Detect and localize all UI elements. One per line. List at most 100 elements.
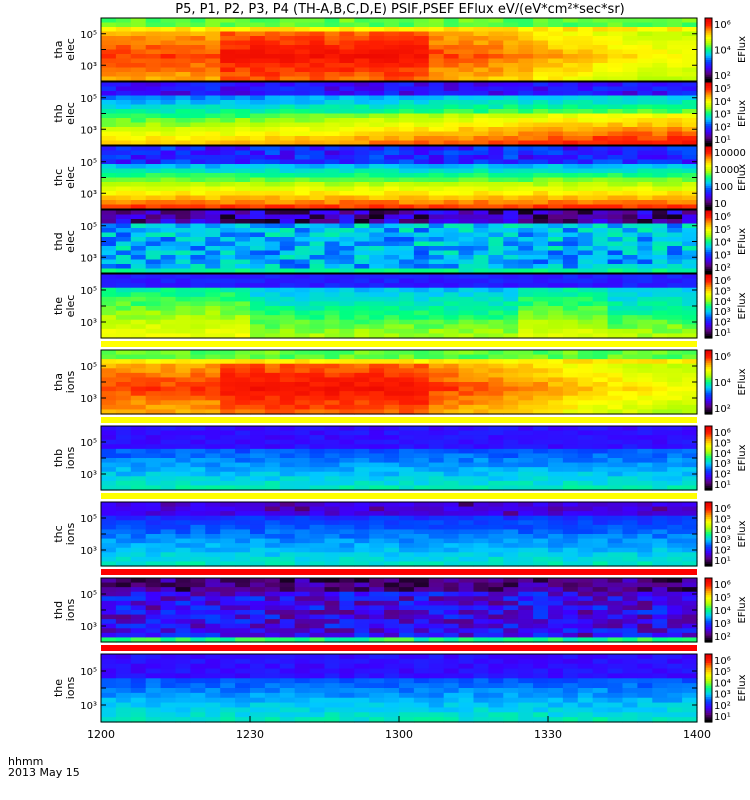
heatmap-cell xyxy=(279,232,296,238)
heatmap-cell xyxy=(458,529,475,535)
heatmap-cell xyxy=(101,506,117,512)
heatmap-cell xyxy=(250,214,266,220)
heatmap-cell xyxy=(443,109,460,115)
heatmap-cell xyxy=(533,274,549,280)
heatmap-cell xyxy=(622,155,638,161)
heatmap-cell xyxy=(145,409,162,415)
heatmap-cell xyxy=(205,91,221,97)
heatmap-cell xyxy=(458,520,475,526)
heatmap-cell xyxy=(577,200,594,206)
heatmap-cell xyxy=(130,246,147,252)
heatmap-cell xyxy=(175,168,191,174)
heatmap-cell xyxy=(533,444,549,450)
heatmap-cell xyxy=(592,259,609,265)
heatmap-cell xyxy=(682,404,698,411)
heatmap-cell xyxy=(384,333,400,339)
heatmap-cell xyxy=(130,301,147,307)
heatmap-cell xyxy=(413,210,430,216)
heatmap-cell xyxy=(294,246,311,252)
heatmap-cell xyxy=(354,164,370,170)
heatmap-cell xyxy=(309,232,326,238)
heatmap-cell xyxy=(622,395,638,401)
heatmap-cell xyxy=(190,228,206,234)
heatmap-cell xyxy=(637,219,653,225)
heatmap-cell xyxy=(473,246,489,252)
heatmap-cell xyxy=(101,623,117,629)
heatmap-cell xyxy=(279,150,296,156)
heatmap-cell xyxy=(488,552,504,558)
heatmap-cell xyxy=(473,471,489,477)
heatmap-cell xyxy=(145,118,162,124)
heatmap-cell xyxy=(354,301,370,307)
heatmap-cell xyxy=(190,109,206,115)
heatmap-cell xyxy=(443,136,460,142)
heatmap-cell xyxy=(473,136,489,142)
heatmap-cell xyxy=(652,543,668,549)
heatmap-cell xyxy=(115,363,132,369)
heatmap-cell xyxy=(503,404,519,411)
heatmap-cell xyxy=(175,191,191,197)
heatmap-cell xyxy=(220,400,236,406)
heatmap-cell xyxy=(533,287,549,293)
heatmap-cell xyxy=(503,228,519,234)
heatmap-cell xyxy=(324,18,340,24)
heatmap-cell xyxy=(324,113,340,119)
heatmap-cell xyxy=(264,354,281,360)
heatmap-cell xyxy=(503,250,519,256)
heatmap-cell xyxy=(548,109,564,115)
colorbar-segment xyxy=(705,204,712,208)
heatmap-cell xyxy=(443,36,460,42)
heatmap-cell xyxy=(637,354,653,360)
heatmap-cell xyxy=(652,301,668,307)
heatmap-cell xyxy=(577,471,594,477)
heatmap-cell xyxy=(130,506,147,512)
heatmap-cell xyxy=(443,377,460,383)
heatmap-cell xyxy=(577,104,594,110)
heatmap-cell xyxy=(279,214,296,220)
colorbar-segment xyxy=(705,254,712,257)
heatmap-cell xyxy=(205,426,221,432)
heatmap-cell xyxy=(637,127,653,133)
heatmap-cell xyxy=(160,191,177,197)
heatmap-cell xyxy=(264,219,281,225)
heatmap-cell xyxy=(190,54,206,60)
heatmap-cell xyxy=(115,136,132,142)
heatmap-cell xyxy=(175,368,191,374)
heatmap-cell xyxy=(190,104,206,110)
heatmap-cell xyxy=(518,301,534,307)
colorbar-segment xyxy=(705,30,712,34)
colorbar-tick-label: 10³ xyxy=(714,250,731,261)
heatmap-cell xyxy=(205,296,221,303)
heatmap-cell xyxy=(205,232,221,238)
heatmap-cell xyxy=(413,524,430,531)
heatmap-cell xyxy=(473,182,489,188)
heatmap-cell xyxy=(413,278,430,284)
heatmap-cell xyxy=(562,368,579,374)
heatmap-cell xyxy=(488,18,504,24)
heatmap-cell xyxy=(413,100,430,106)
heatmap-cell xyxy=(220,471,236,477)
heatmap-cell xyxy=(682,67,698,73)
heatmap-cell xyxy=(503,538,519,544)
heatmap-cell xyxy=(458,552,475,558)
heatmap-cell xyxy=(160,319,177,325)
heatmap-cell xyxy=(592,529,609,535)
colorbar-segment xyxy=(705,183,712,187)
heatmap-cell xyxy=(548,63,564,69)
heatmap-cell xyxy=(264,391,281,397)
heatmap-cell xyxy=(115,164,132,170)
heatmap-cell xyxy=(190,127,206,133)
heatmap-cell xyxy=(399,511,415,517)
colorbar-segment xyxy=(705,394,712,398)
heatmap-cell xyxy=(264,195,281,201)
heatmap-cell xyxy=(160,480,177,487)
heatmap-cell xyxy=(145,372,162,379)
heatmap-cell xyxy=(101,628,117,634)
colorbar-segment xyxy=(705,559,712,563)
heatmap-cell xyxy=(607,168,624,174)
heatmap-cell xyxy=(652,204,668,210)
heatmap-cell xyxy=(235,219,251,225)
heatmap-cell xyxy=(443,476,460,482)
heatmap-cell xyxy=(279,359,296,365)
heatmap-cell xyxy=(562,186,579,192)
